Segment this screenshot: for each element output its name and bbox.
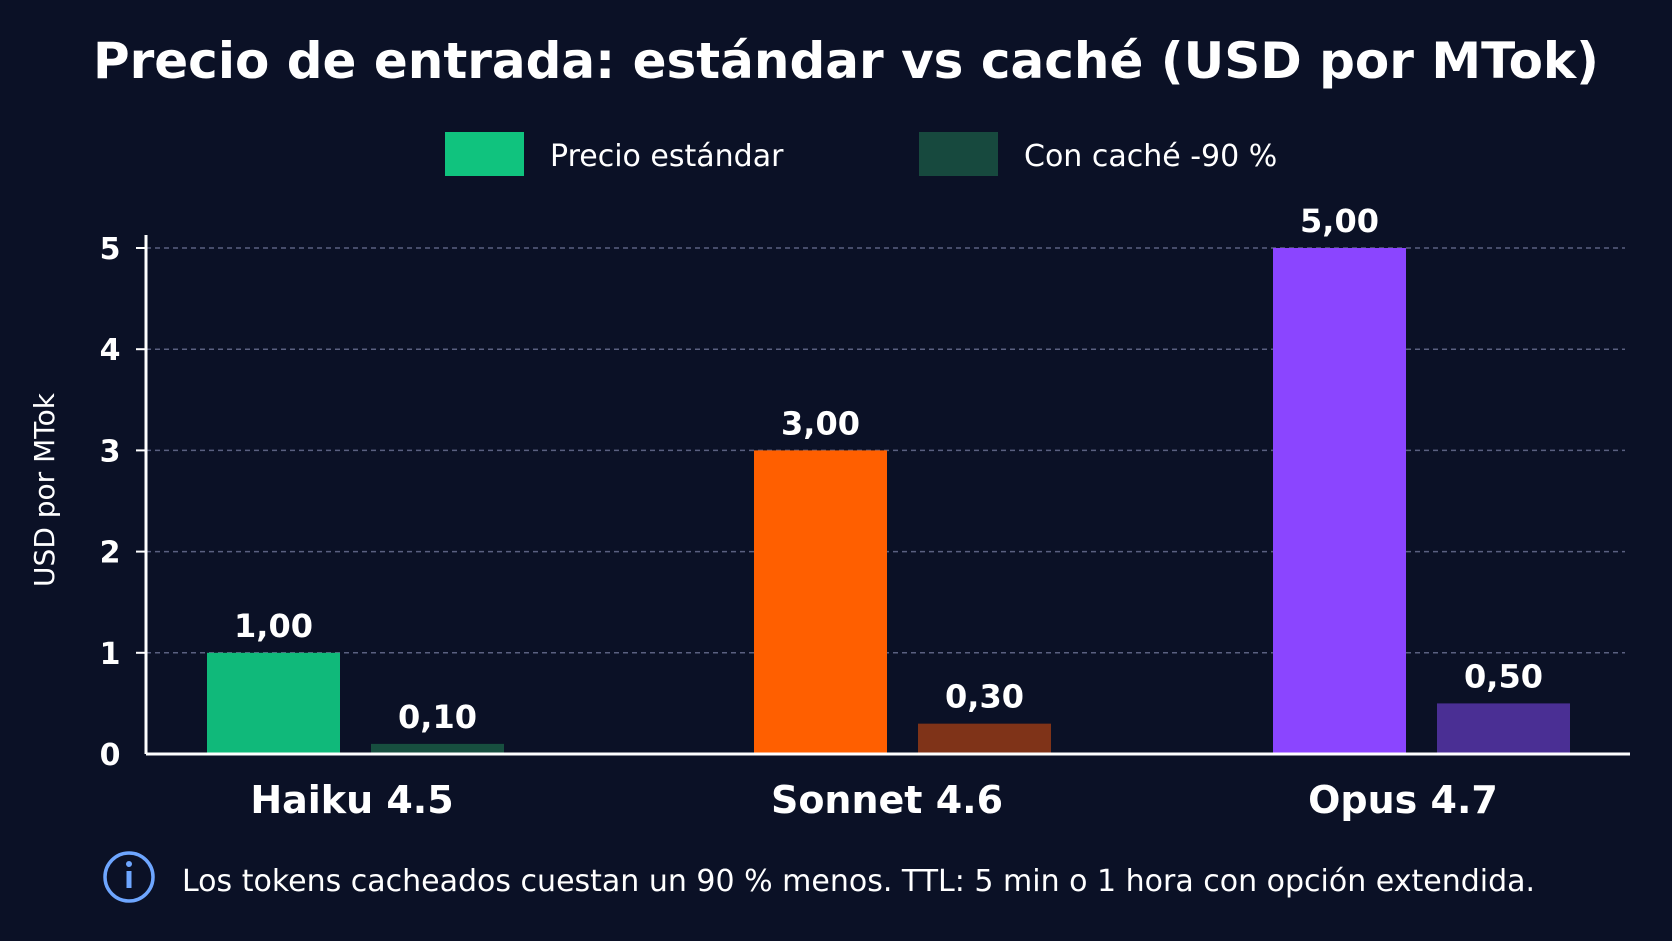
y-axis-label: USD por MTok: [28, 392, 61, 587]
y-tick-label: 4: [100, 333, 121, 368]
x-axis-categories: Haiku 4.5 Sonnet 4.6 Opus 4.7: [250, 778, 1498, 822]
bar-standard: [754, 450, 887, 754]
info-icon-dot: [126, 861, 132, 867]
data-label: 0,10: [398, 698, 477, 736]
legend-swatch-cached: [919, 132, 998, 176]
bar-cached: [918, 723, 1051, 754]
y-tick-label: 1: [100, 637, 121, 672]
bar-cached: [1437, 703, 1570, 754]
x-category-label: Opus 4.7: [1308, 778, 1498, 822]
data-label: 3,00: [781, 404, 860, 442]
legend-swatch-standard: [445, 132, 524, 176]
chart-title: Precio de entrada: estándar vs caché (US…: [93, 32, 1599, 90]
y-tick-label: 5: [100, 232, 121, 267]
info-icon: [103, 851, 155, 903]
data-label: 0,50: [1464, 657, 1543, 695]
y-tick-label: 0: [100, 738, 121, 773]
y-tick-label: 2: [100, 536, 121, 571]
bars: [207, 248, 1570, 754]
data-label: 0,30: [945, 678, 1024, 716]
legend-label-standard: Precio estándar: [550, 139, 784, 174]
y-tick-label: 3: [100, 434, 121, 469]
footnote-text: Los tokens cacheados cuestan un 90 % men…: [182, 864, 1535, 899]
data-label: 1,00: [234, 607, 313, 645]
data-labels: 1,00 0,10 3,00 0,30 5,00 0,50: [234, 202, 1543, 736]
bar-cached: [371, 743, 504, 754]
legend-label-cached: Con caché -90 %: [1024, 139, 1277, 174]
footnote: Los tokens cacheados cuestan un 90 % men…: [103, 851, 1535, 903]
x-category-label: Haiku 4.5: [250, 778, 453, 822]
info-icon-stem: [126, 871, 132, 888]
bar-standard: [1273, 248, 1406, 754]
x-category-label: Sonnet 4.6: [771, 778, 1003, 822]
data-label: 5,00: [1300, 202, 1379, 240]
legend: Precio estándar Con caché -90 %: [445, 132, 1277, 176]
bar-standard: [207, 652, 340, 754]
y-axis-ticks: 0 1 2 3 4 5: [100, 232, 146, 773]
